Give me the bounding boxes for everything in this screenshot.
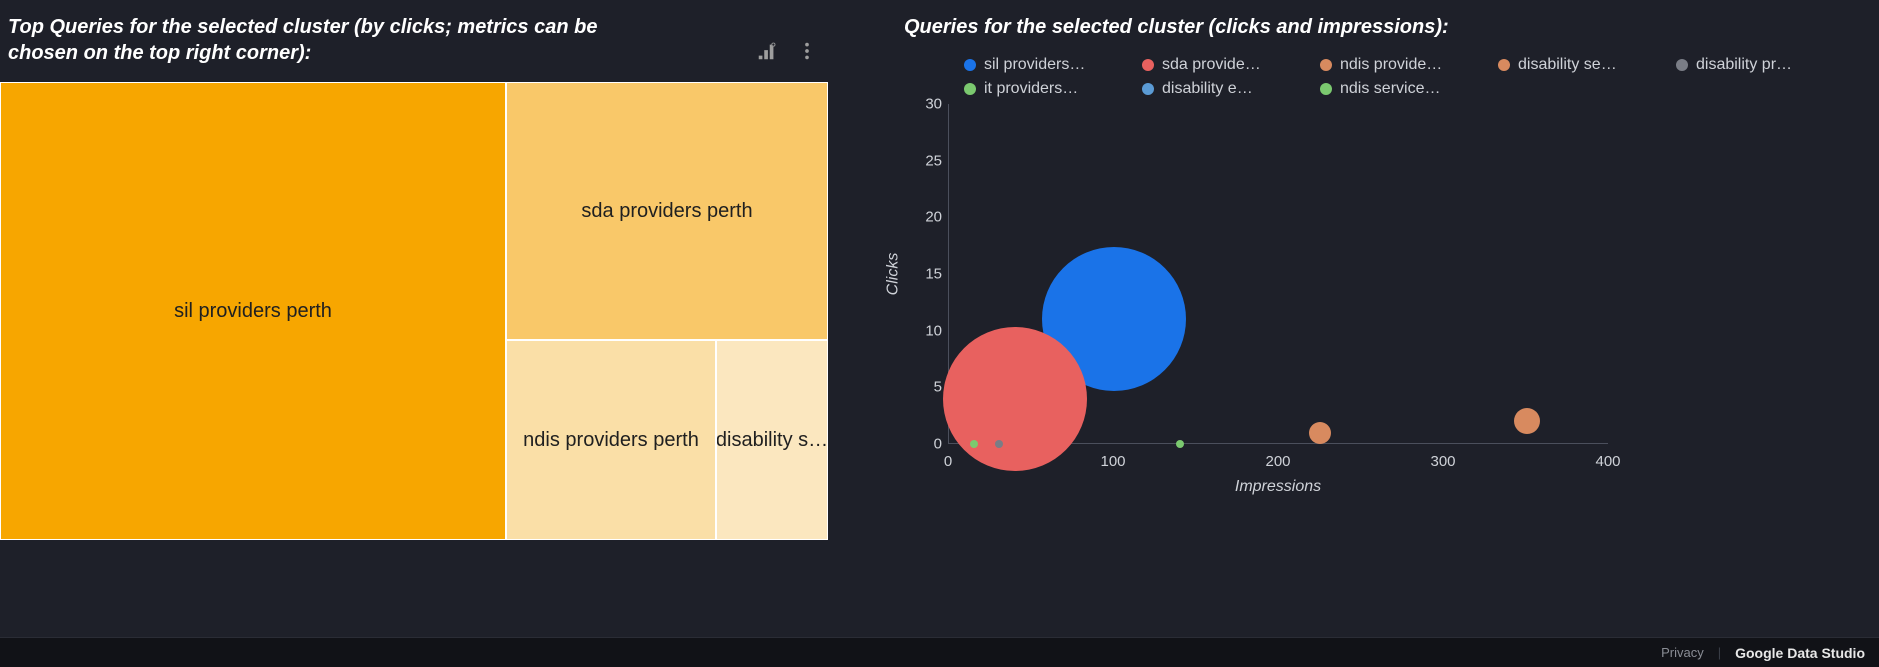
bubble-point[interactable] xyxy=(943,327,1087,471)
footer-divider: | xyxy=(1718,645,1721,660)
y-tick-label: 10 xyxy=(904,322,942,339)
bubble-title: Queries for the selected cluster (clicks… xyxy=(904,14,1861,40)
y-tick-label: 5 xyxy=(904,379,942,396)
legend-swatch-icon xyxy=(1676,59,1688,71)
y-tick-label: 25 xyxy=(904,152,942,169)
treemap-panel: Top Queries for the selected cluster (by… xyxy=(0,0,832,637)
bubble-panel: Queries for the selected cluster (clicks… xyxy=(832,0,1879,637)
legend-swatch-icon xyxy=(1320,83,1332,95)
treemap-cell[interactable]: ndis providers perth xyxy=(506,340,716,540)
y-tick-label: 30 xyxy=(904,96,942,113)
privacy-link[interactable]: Privacy xyxy=(1661,645,1704,660)
legend-swatch-icon xyxy=(964,59,976,71)
x-tick-label: 300 xyxy=(1430,453,1455,470)
more-options-icon[interactable] xyxy=(796,40,818,67)
treemap-chart[interactable]: sil providers perthsda providers perthnd… xyxy=(0,82,828,540)
legend-swatch-icon xyxy=(1142,59,1154,71)
legend-item[interactable]: ndis provide… xyxy=(1320,56,1470,74)
x-tick-label: 100 xyxy=(1100,453,1125,470)
legend-swatch-icon xyxy=(1498,59,1510,71)
legend-label: ndis service… xyxy=(1340,80,1440,98)
legend-item[interactable]: sil providers… xyxy=(964,56,1114,74)
legend-item[interactable]: sda provide… xyxy=(1142,56,1292,74)
x-tick-label: 200 xyxy=(1265,453,1290,470)
legend-label: disability se… xyxy=(1518,56,1617,74)
bubble-point[interactable] xyxy=(1176,440,1184,448)
legend-item[interactable]: disability se… xyxy=(1498,56,1648,74)
legend-label: it providers… xyxy=(984,80,1078,98)
x-tick-label: 400 xyxy=(1595,453,1620,470)
bubble-point[interactable] xyxy=(970,440,978,448)
legend-label: sda provide… xyxy=(1162,56,1261,74)
x-axis-label: Impressions xyxy=(1235,478,1321,496)
treemap-cell[interactable]: sil providers perth xyxy=(0,82,506,540)
treemap-cell[interactable]: sda providers perth xyxy=(506,82,828,340)
bubble-point[interactable] xyxy=(1514,408,1540,434)
footer-bar: Privacy | Google Data Studio xyxy=(0,637,1879,667)
legend-item[interactable]: disability pr… xyxy=(1676,56,1826,74)
legend-swatch-icon xyxy=(964,83,976,95)
bubble-point[interactable] xyxy=(995,440,1003,448)
legend-label: sil providers… xyxy=(984,56,1085,74)
legend-item[interactable]: ndis service… xyxy=(1320,80,1470,98)
y-tick-label: 15 xyxy=(904,266,942,283)
legend-label: ndis provide… xyxy=(1340,56,1442,74)
panel-toolbar xyxy=(756,40,818,67)
chart-settings-icon[interactable] xyxy=(756,40,778,67)
legend-item[interactable]: disability e… xyxy=(1142,80,1292,98)
bubble-chart[interactable]: Clicks Impressions 051015202530010020030… xyxy=(948,104,1608,444)
legend-label: disability e… xyxy=(1162,80,1253,98)
x-tick-label: 0 xyxy=(944,453,952,470)
legend-swatch-icon xyxy=(1320,59,1332,71)
legend-swatch-icon xyxy=(1142,83,1154,95)
y-tick-label: 0 xyxy=(904,436,942,453)
brand-label: Google Data Studio xyxy=(1735,645,1865,661)
treemap-cell[interactable]: disability s… xyxy=(716,340,828,540)
treemap-title: Top Queries for the selected cluster (by… xyxy=(8,14,668,66)
y-tick-label: 20 xyxy=(904,209,942,226)
legend-label: disability pr… xyxy=(1696,56,1792,74)
bubble-legend: sil providers… sda provide… ndis provide… d… xyxy=(904,56,1861,98)
legend-item[interactable]: it providers… xyxy=(964,80,1114,98)
y-axis-label: Clicks xyxy=(884,253,902,296)
plot-area xyxy=(948,104,1608,444)
bubble-point[interactable] xyxy=(1309,422,1331,444)
